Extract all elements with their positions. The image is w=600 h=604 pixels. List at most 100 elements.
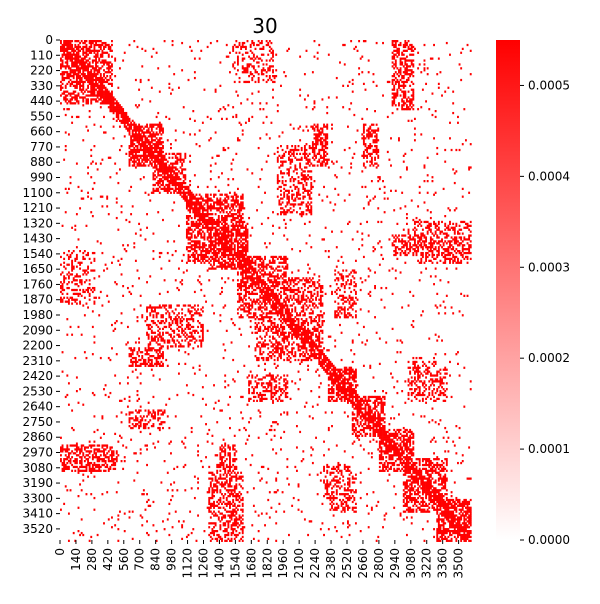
heatmap-cell bbox=[262, 69, 265, 72]
heatmap-cell bbox=[230, 162, 233, 165]
heatmap-cell bbox=[179, 191, 182, 194]
heatmap-cell bbox=[158, 141, 161, 144]
heatmap-cell bbox=[111, 98, 113, 101]
heatmap-cell bbox=[399, 207, 402, 210]
heatmap-cell bbox=[415, 220, 418, 224]
heatmap-cell bbox=[74, 63, 77, 66]
heatmap-cell bbox=[251, 292, 254, 296]
heatmap-cell bbox=[238, 234, 241, 237]
heatmap-cell bbox=[193, 216, 196, 220]
heatmap-cell bbox=[213, 222, 215, 226]
heatmap-cell bbox=[192, 209, 195, 212]
heatmap-cell bbox=[74, 224, 77, 227]
heatmap-cell bbox=[238, 121, 241, 124]
heatmap-cell bbox=[163, 178, 166, 181]
heatmap-cell bbox=[442, 187, 445, 191]
heatmap-cell bbox=[259, 286, 262, 290]
heatmap-cell bbox=[197, 259, 200, 262]
heatmap-cell bbox=[461, 244, 464, 247]
heatmap-cell bbox=[259, 57, 262, 60]
heatmap-cell bbox=[128, 119, 131, 122]
heatmap-cell bbox=[232, 63, 235, 66]
heatmap-cell bbox=[213, 195, 215, 198]
heatmap-cell bbox=[195, 211, 198, 214]
heatmap-cell bbox=[394, 277, 397, 280]
heatmap-cell bbox=[90, 41, 93, 45]
heatmap-cell bbox=[236, 215, 239, 218]
heatmap-cell bbox=[109, 71, 112, 74]
heatmap-cell bbox=[417, 236, 420, 239]
heatmap-cell bbox=[209, 216, 212, 220]
heatmap-cell bbox=[455, 238, 458, 241]
heatmap-cell bbox=[112, 110, 115, 113]
heatmap-cell bbox=[201, 230, 204, 233]
heatmap-cell bbox=[79, 275, 82, 278]
heatmap-cell bbox=[310, 162, 313, 165]
heatmap-cell bbox=[449, 53, 451, 56]
heatmap-cell bbox=[259, 271, 262, 274]
heatmap-cell bbox=[236, 209, 239, 212]
heatmap-cell bbox=[453, 250, 456, 253]
heatmap-cell bbox=[208, 246, 211, 249]
heatmap-cell bbox=[455, 261, 458, 264]
heatmap-cell bbox=[265, 133, 268, 136]
heatmap-cell bbox=[305, 203, 308, 206]
heatmap-cell bbox=[114, 110, 117, 113]
heatmap-cell bbox=[244, 71, 247, 74]
heatmap-cell bbox=[125, 117, 128, 121]
heatmap-cell bbox=[348, 80, 351, 84]
heatmap-cell bbox=[259, 279, 262, 282]
heatmap-cell bbox=[219, 211, 222, 214]
heatmap-cell bbox=[197, 240, 200, 243]
heatmap-cell bbox=[90, 197, 93, 200]
heatmap-cell bbox=[93, 286, 96, 290]
heatmap-cell bbox=[123, 119, 126, 122]
heatmap-cell bbox=[227, 205, 230, 208]
heatmap-cell bbox=[283, 209, 286, 212]
heatmap-cell bbox=[88, 49, 91, 52]
heatmap-cell bbox=[157, 67, 160, 70]
heatmap-cell bbox=[372, 250, 375, 253]
heatmap-cell bbox=[243, 257, 246, 261]
heatmap-cell bbox=[230, 215, 233, 218]
heatmap-cell bbox=[214, 267, 217, 270]
heatmap-cell bbox=[104, 61, 107, 64]
heatmap-cell bbox=[90, 73, 93, 76]
heatmap-cell bbox=[174, 156, 177, 159]
heatmap-cell bbox=[310, 181, 313, 185]
heatmap-cell bbox=[221, 216, 223, 220]
heatmap-cell bbox=[98, 49, 101, 52]
heatmap-cell bbox=[313, 154, 316, 157]
heatmap-cell bbox=[276, 178, 279, 181]
heatmap-cell bbox=[303, 156, 306, 159]
heatmap-cell bbox=[221, 117, 223, 121]
heatmap-cell bbox=[281, 283, 284, 286]
heatmap-cell bbox=[283, 281, 286, 284]
heatmap-cell bbox=[428, 228, 431, 231]
heatmap-cell bbox=[244, 281, 247, 284]
heatmap-cell bbox=[185, 197, 188, 200]
heatmap-cell bbox=[405, 246, 408, 249]
heatmap-cell bbox=[299, 207, 302, 210]
heatmap-cell bbox=[396, 80, 399, 84]
heatmap-cell bbox=[93, 88, 96, 91]
heatmap-cell bbox=[114, 59, 117, 62]
heatmap-cell bbox=[420, 242, 423, 245]
heatmap-cell bbox=[187, 228, 190, 231]
heatmap-cell bbox=[236, 240, 239, 243]
heatmap-cell bbox=[420, 106, 423, 109]
heatmap-cell bbox=[235, 220, 238, 224]
heatmap-cell bbox=[281, 176, 284, 179]
heatmap-cell bbox=[254, 69, 257, 72]
heatmap-cell bbox=[265, 263, 268, 266]
heatmap-cell bbox=[326, 160, 329, 163]
heatmap-cell bbox=[466, 224, 469, 227]
heatmap-cell bbox=[257, 146, 260, 150]
heatmap-cell bbox=[401, 53, 404, 56]
heatmap-cell bbox=[111, 100, 113, 103]
heatmap-cell bbox=[270, 288, 273, 292]
heatmap-cell bbox=[173, 176, 176, 179]
heatmap-cell bbox=[289, 290, 292, 294]
heatmap-cell bbox=[155, 146, 158, 150]
heatmap-cell bbox=[318, 279, 321, 282]
